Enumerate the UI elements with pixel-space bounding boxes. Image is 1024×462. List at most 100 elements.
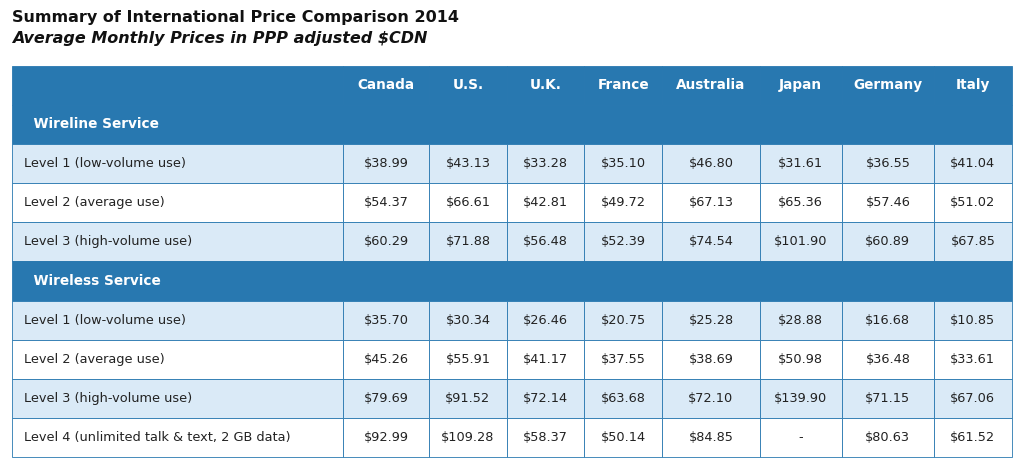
Bar (934, 301, 1012, 340)
Text: $56.48: $56.48 (523, 236, 568, 249)
Text: $79.69: $79.69 (364, 392, 409, 405)
Bar (842, 418, 934, 457)
Text: $26.46: $26.46 (523, 314, 568, 327)
Text: $67.13: $67.13 (688, 196, 733, 209)
Text: $71.88: $71.88 (445, 236, 490, 249)
Bar (585, 66, 663, 105)
Text: U.K.: U.K. (529, 78, 561, 92)
Text: Level 3 (high-volume use): Level 3 (high-volume use) (25, 392, 193, 405)
Text: Level 3 (high-volume use): Level 3 (high-volume use) (25, 236, 193, 249)
Bar (934, 144, 1012, 183)
Text: Level 1 (low-volume use): Level 1 (low-volume use) (25, 157, 186, 170)
Bar (760, 66, 842, 105)
Text: $42.81: $42.81 (523, 196, 568, 209)
Text: France: France (597, 78, 649, 92)
Text: $45.26: $45.26 (364, 353, 409, 366)
Text: $37.55: $37.55 (601, 353, 646, 366)
Bar (934, 340, 1012, 379)
Bar (585, 222, 663, 261)
Bar (585, 183, 663, 222)
Text: $36.48: $36.48 (865, 353, 910, 366)
Bar (507, 418, 585, 457)
Bar (585, 379, 663, 418)
Text: $28.88: $28.88 (778, 314, 823, 327)
Bar (760, 183, 842, 222)
Bar (12, 261, 1012, 301)
Text: Australia: Australia (676, 78, 745, 92)
Bar (343, 301, 429, 340)
Text: Average Monthly Prices in PPP adjusted $CDN: Average Monthly Prices in PPP adjusted $… (12, 31, 428, 46)
Bar (429, 183, 507, 222)
Text: $60.29: $60.29 (364, 236, 409, 249)
Bar (663, 340, 760, 379)
Text: $55.91: $55.91 (445, 353, 490, 366)
Text: Germany: Germany (853, 78, 923, 92)
Bar (663, 144, 760, 183)
Bar (842, 144, 934, 183)
Bar (760, 340, 842, 379)
Bar (585, 418, 663, 457)
Bar (934, 222, 1012, 261)
Bar (429, 418, 507, 457)
Text: $38.99: $38.99 (364, 157, 409, 170)
Bar (663, 301, 760, 340)
Bar (507, 183, 585, 222)
Bar (663, 66, 760, 105)
Text: $41.04: $41.04 (950, 157, 995, 170)
Text: $35.10: $35.10 (601, 157, 646, 170)
Bar (429, 301, 507, 340)
Bar (343, 222, 429, 261)
Bar (343, 418, 429, 457)
Text: $36.55: $36.55 (865, 157, 910, 170)
Text: $30.34: $30.34 (445, 314, 490, 327)
Text: $80.63: $80.63 (865, 432, 910, 444)
Bar (842, 379, 934, 418)
Text: Level 4 (unlimited talk & text, 2 GB data): Level 4 (unlimited talk & text, 2 GB dat… (25, 432, 291, 444)
Text: $33.61: $33.61 (950, 353, 995, 366)
Text: $16.68: $16.68 (865, 314, 910, 327)
Bar (12, 105, 1012, 144)
Text: $74.54: $74.54 (688, 236, 733, 249)
Bar (12, 222, 343, 261)
Bar (507, 66, 585, 105)
Text: $72.14: $72.14 (523, 392, 568, 405)
Text: $63.68: $63.68 (601, 392, 646, 405)
Bar (343, 379, 429, 418)
Text: $101.90: $101.90 (774, 236, 827, 249)
Bar (934, 379, 1012, 418)
Text: $57.46: $57.46 (865, 196, 910, 209)
Bar (842, 301, 934, 340)
Text: Level 2 (average use): Level 2 (average use) (25, 196, 165, 209)
Text: $35.70: $35.70 (364, 314, 409, 327)
Text: $20.75: $20.75 (601, 314, 646, 327)
Text: Japan: Japan (779, 78, 822, 92)
Text: $49.72: $49.72 (601, 196, 646, 209)
Bar (842, 66, 934, 105)
Bar (343, 340, 429, 379)
Bar (429, 379, 507, 418)
Bar (12, 418, 343, 457)
Bar (343, 183, 429, 222)
Text: $31.61: $31.61 (778, 157, 823, 170)
Bar (507, 301, 585, 340)
Bar (842, 222, 934, 261)
Bar (934, 183, 1012, 222)
Text: $67.85: $67.85 (950, 236, 995, 249)
Bar (842, 340, 934, 379)
Text: U.S.: U.S. (453, 78, 483, 92)
Bar (585, 301, 663, 340)
Bar (343, 144, 429, 183)
Bar (429, 66, 507, 105)
Bar (663, 418, 760, 457)
Text: $60.89: $60.89 (865, 236, 910, 249)
Text: $109.28: $109.28 (441, 432, 495, 444)
Text: $46.80: $46.80 (688, 157, 733, 170)
Bar (760, 379, 842, 418)
Bar (760, 222, 842, 261)
Bar (760, 144, 842, 183)
Bar (507, 340, 585, 379)
Bar (429, 222, 507, 261)
Bar (934, 418, 1012, 457)
Bar (12, 66, 343, 105)
Text: $41.17: $41.17 (523, 353, 568, 366)
